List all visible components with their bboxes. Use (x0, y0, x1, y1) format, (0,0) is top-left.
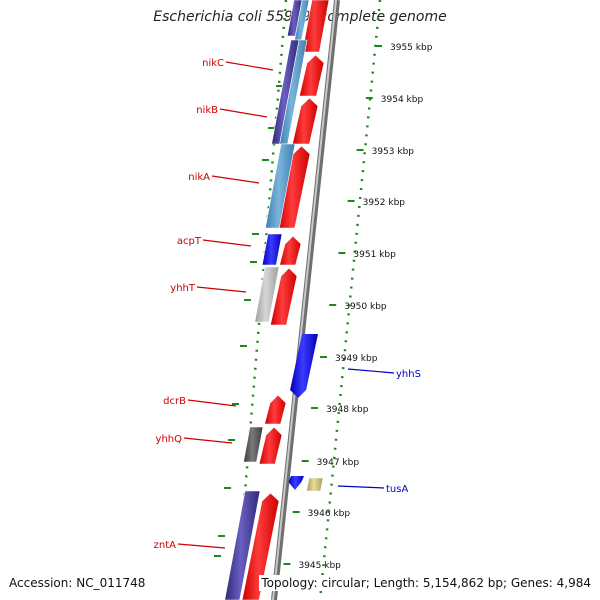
gene-label-leader (225, 61, 274, 71)
ruler-tick-label: 3948 kbp (326, 405, 369, 415)
kbp-ruler: 3955 kbp 3954 kbp 3953 kbp 3952 kbp 3951 kbp… (283, 43, 433, 571)
ruler-tick-label: 3953 kbp (372, 147, 415, 157)
gene-box-blue (261, 233, 283, 266)
ruler-tick-label: 3950 kbp (344, 302, 387, 312)
feature-ring-dots (214, 0, 382, 600)
gene-label-dcrB: dcrB (163, 396, 186, 407)
gene-label-zntA: zntA (154, 540, 177, 551)
gene-label-yhhQ: yhhQ (156, 434, 183, 445)
ruler-tick-label: 3952 kbp (363, 198, 406, 208)
gene-box-khaki (306, 477, 324, 492)
gene-arrow-fwd (298, 54, 325, 97)
ruler-tick-label: 3945 kbp (298, 561, 341, 571)
gene-arrow-fwd (258, 426, 283, 465)
ruler-tick-label: 3947 kbp (317, 458, 360, 468)
genome-backbone (271, 0, 340, 600)
ruler-tick-label: 3946 kbp (308, 509, 351, 519)
gene-labels: nikC nikB nikA acpT yhhT dcrB yhhQ zntA yhhS tusA (154, 58, 421, 551)
gene-box-gray (254, 266, 280, 323)
gene-label-leader (219, 108, 268, 118)
gene-label-yhhT: yhhT (170, 283, 196, 294)
gene-label-acpT: acpT (177, 236, 202, 247)
backbone-highlight (272, 0, 337, 600)
gene-arrow-fwd (301, 0, 330, 53)
gene-arrow-rev (290, 334, 318, 398)
gene-arrow-fwd (241, 492, 280, 600)
gene-label-leader (337, 485, 385, 489)
gene-label-leader (211, 175, 260, 184)
gene-box-purple (224, 490, 261, 600)
gene-arrow-fwd (279, 235, 302, 266)
ruler-tick-label: 3955 kbp (390, 43, 433, 53)
gene-label-leader (347, 368, 395, 374)
gene-box-dark (243, 426, 264, 463)
gene-label-nikB: nikB (196, 105, 218, 116)
gene-arrow-rev (288, 476, 304, 490)
outer-dot-ring (318, 0, 382, 600)
gene-label-tusA: tusA (386, 484, 408, 495)
gene-label-leader (177, 543, 226, 549)
gene-arrow-fwd (292, 97, 319, 145)
gene-label-nikC: nikC (202, 58, 224, 69)
gene-label-leader (183, 437, 233, 444)
gene-label-yhhS: yhhS (396, 369, 421, 380)
gene-label-leader (202, 239, 252, 247)
ruler-tick-label: 3949 kbp (335, 354, 378, 364)
gene-arrow-fwd (264, 394, 287, 425)
gene-arrow-fwd (270, 267, 298, 326)
accession-text: Accession: NC_011748 (7, 575, 148, 591)
feature-tracks (224, 0, 330, 600)
gene-box-steel (265, 143, 296, 229)
gene-label-nikA: nikA (188, 172, 210, 183)
ruler-tick-label: 3954 kbp (381, 95, 424, 105)
gene-label-leader (187, 399, 237, 407)
gene-label-leader (196, 286, 247, 293)
ruler-tick-label: 3951 kbp (353, 250, 396, 260)
inner-dot-ring (234, 0, 288, 600)
topology-text: Topology: circular; Length: 5,154,862 bp… (259, 575, 593, 591)
